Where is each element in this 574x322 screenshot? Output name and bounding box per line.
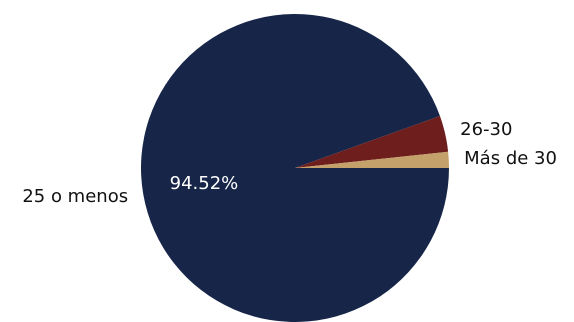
slice-label-mas-de-30: Más de 30 xyxy=(464,148,557,169)
slice-percentage-25-o-menos: 94.52% xyxy=(170,173,239,194)
pie-slice-mas-de-30 xyxy=(295,151,449,168)
pie-slices xyxy=(141,14,449,322)
pie-slice-25-o-menos xyxy=(141,14,449,322)
slice-label-26-30: 26-30 xyxy=(460,119,512,140)
pie-slice-26-30 xyxy=(295,116,449,168)
slice-label-25-o-menos: 25 o menos xyxy=(22,186,128,207)
pie-labels: 25 o menos 94.52% 26-30 Más de 30 xyxy=(22,119,557,207)
